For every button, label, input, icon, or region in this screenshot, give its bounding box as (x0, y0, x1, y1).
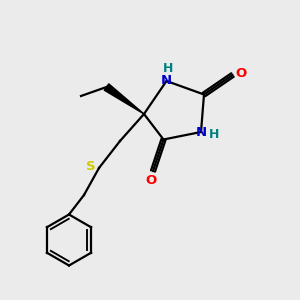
Text: S: S (86, 160, 95, 173)
Polygon shape (104, 84, 144, 114)
Text: N: N (195, 125, 207, 139)
Text: H: H (163, 62, 173, 75)
Text: O: O (235, 67, 247, 80)
Text: N: N (161, 74, 172, 88)
Text: H: H (209, 128, 220, 142)
Text: O: O (146, 173, 157, 187)
